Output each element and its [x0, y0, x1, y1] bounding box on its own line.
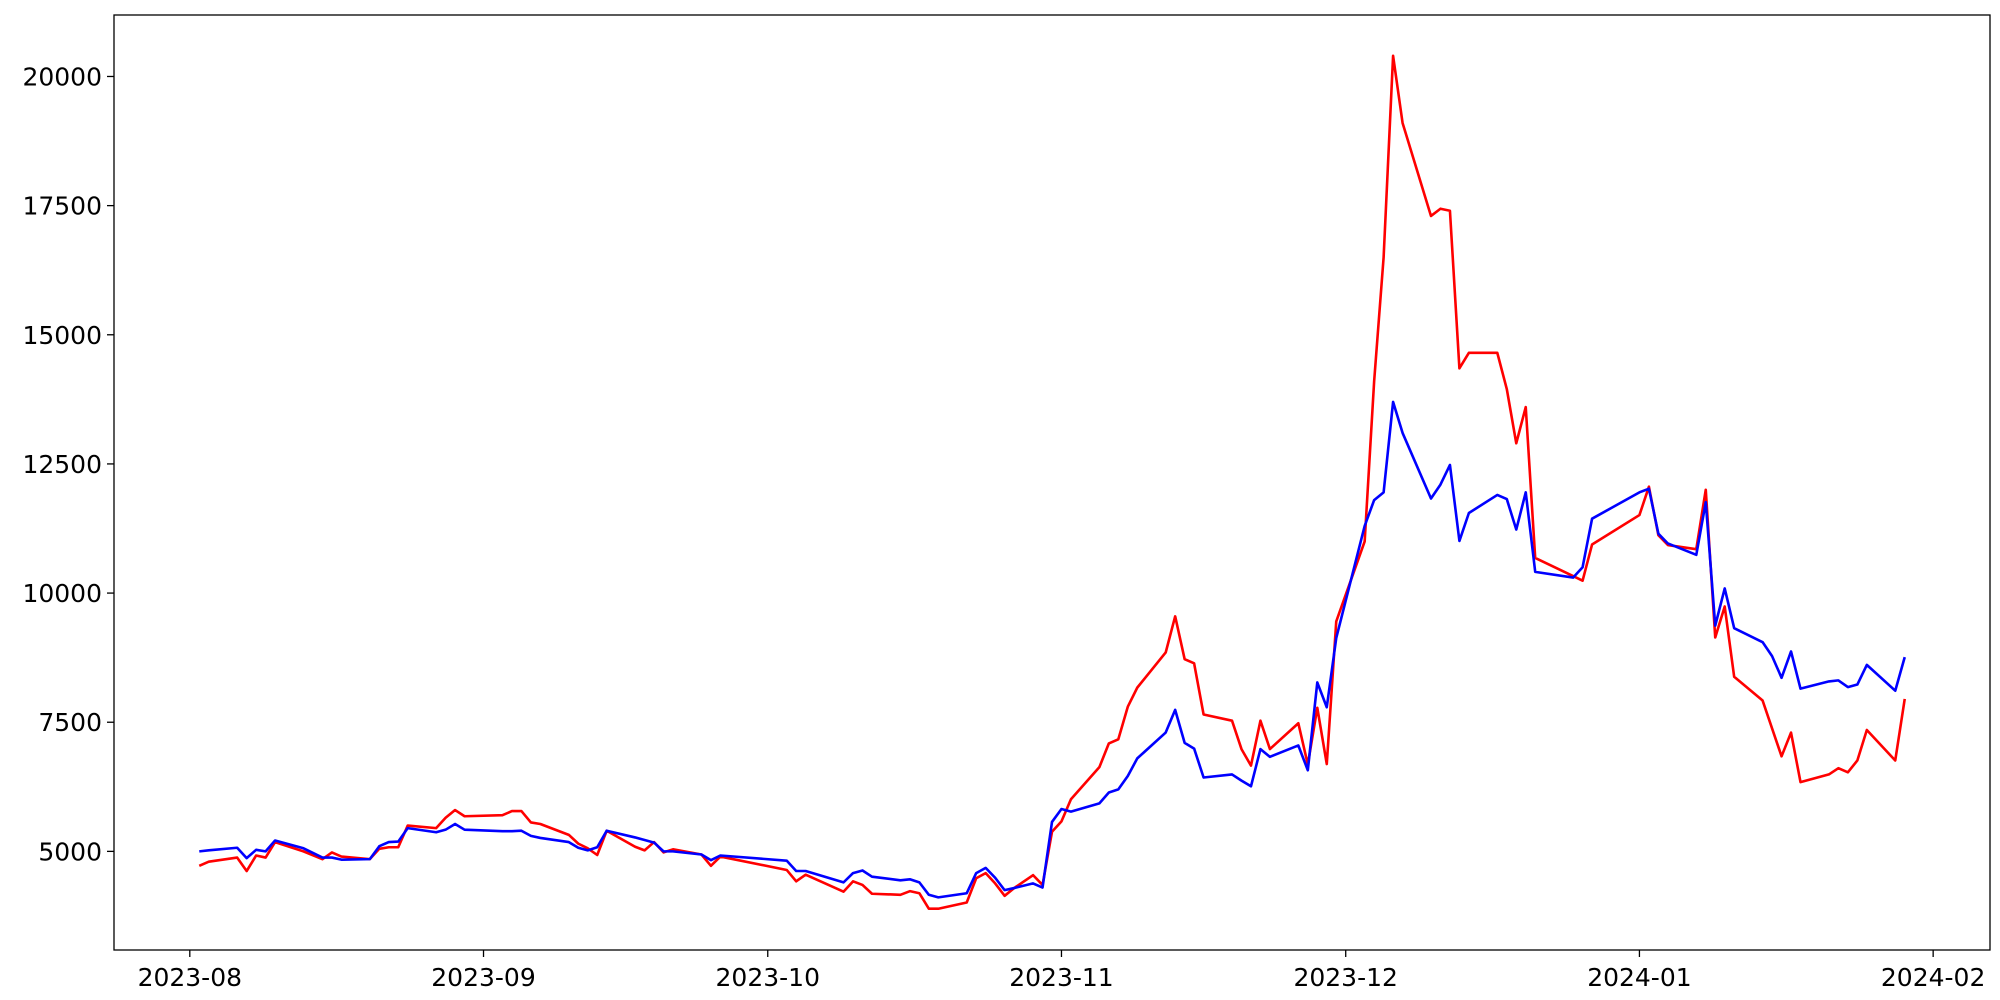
x-tick-label: 2024-01 [1587, 963, 1691, 992]
x-tick-label: 2023-12 [1293, 963, 1397, 992]
y-tick-label: 7500 [38, 708, 102, 737]
y-tick-label: 10000 [22, 579, 102, 608]
x-tick-label: 2023-09 [431, 963, 535, 992]
x-tick-label: 2024-02 [1881, 963, 1985, 992]
y-tick-label: 17500 [22, 192, 102, 221]
data-line [199, 400, 1906, 899]
y-tick-label: 20000 [22, 62, 102, 91]
x-tick-label: 2023-11 [1009, 963, 1113, 992]
data-line [198, 54, 1907, 911]
plot-frame [113, 14, 1991, 951]
x-tick-label: 2023-10 [716, 963, 820, 992]
y-tick-label: 15000 [22, 321, 102, 350]
x-tick-label: 2023-08 [138, 963, 242, 992]
y-tick-label: 12500 [22, 450, 102, 479]
y-tick-label: 5000 [38, 837, 102, 866]
